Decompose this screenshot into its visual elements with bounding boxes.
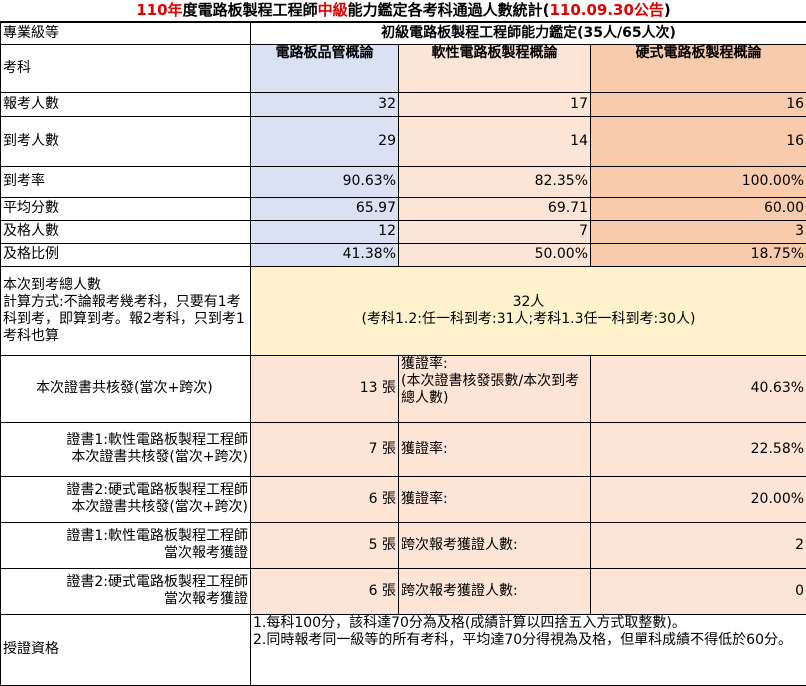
title-level: 中級 (318, 1, 348, 19)
certificate-metric-value: 22.58% (591, 422, 806, 476)
certificate-count: 6 張 (251, 568, 399, 614)
qualification-line: 2.同時報考同一級等的所有考科，平均達70分得視為及格，但單科成績不得低於60分… (253, 632, 804, 649)
row-value: 100.00% (591, 166, 806, 197)
row-label: 到考人數 (1, 116, 251, 166)
row-value: 18.75% (591, 243, 806, 266)
subject-label: 考科 (1, 44, 251, 92)
certificate-metric: 獲證率: (399, 476, 591, 522)
certificate-metric-value: 20.00% (591, 476, 806, 522)
title-part: ) (664, 1, 671, 19)
qualification-line: 1.每科100分，該科達70分為及格(成績計算以四捨五入方式取整數)。 (253, 615, 804, 632)
row-label: 及格人數 (1, 220, 251, 243)
certificate-metric: 跨次報考獲證人數: (399, 568, 591, 614)
row-label: 及格比例 (1, 243, 251, 266)
total-value: 32人 (253, 294, 804, 311)
certificate-metric-value: 2 (591, 522, 806, 568)
certificate-metric-value: 0 (591, 568, 806, 614)
total-note: (考科1.2:任一科到考:31人;考科1.3任一科到考:30人) (253, 311, 804, 328)
row-value: 17 (399, 92, 591, 116)
certificate-label: 證書2:硬式電路板製程工程師 當次報考獲證 (1, 568, 251, 614)
title-part: 度電路板製程工程師 (183, 1, 318, 19)
certificate-label: 證書1:軟性電路板製程工程師 本次證書共核發(當次+跨次) (1, 422, 251, 476)
row-value: 16 (591, 92, 806, 116)
row-value: 29 (251, 116, 399, 166)
certificate-count: 6 張 (251, 476, 399, 522)
title-year: 110年 (136, 1, 182, 19)
row-label: 報考人數 (1, 92, 251, 116)
row-value: 41.38% (251, 243, 399, 266)
total-cell: 32人(考科1.2:任一科到考:31人;考科1.3任一科到考:30人) (251, 266, 806, 355)
level-label: 專業級等 (1, 22, 251, 44)
row-value: 3 (591, 220, 806, 243)
row-value: 16 (591, 116, 806, 166)
row-value: 65.97 (251, 197, 399, 220)
table-title: 110年度電路板製程工程師中級能力鑑定各考科通過人數統計(110.09.30公告… (1, 0, 806, 22)
row-value: 82.35% (399, 166, 591, 197)
qualification-text: 1.每科100分，該科達70分為及格(成績計算以四捨五入方式取整數)。2.同時報… (251, 614, 806, 685)
certificate-count: 7 張 (251, 422, 399, 476)
certificate-metric: 獲證率: (本次證書核發張數/本次到考總人數) (399, 355, 591, 422)
row-value: 69.71 (399, 197, 591, 220)
subject-header: 電路板品管概論 (251, 44, 399, 92)
row-label: 到考率 (1, 166, 251, 197)
certificate-metric: 跨次報考獲證人數: (399, 522, 591, 568)
total-label: 本次到考總人數 計算方式:不論報考幾考科，只要有1考科到考，即算到考。報2考科，… (1, 266, 251, 355)
row-value: 50.00% (399, 243, 591, 266)
row-value: 14 (399, 116, 591, 166)
row-value: 32 (251, 92, 399, 116)
certificate-row: 證書2:硬式電路板製程工程師 本次證書共核發(當次+跨次) 6 張 獲證率: 2… (1, 476, 806, 522)
row-value: 7 (399, 220, 591, 243)
title-date: 110.09.30公告 (549, 1, 663, 19)
title-part: 能力鑑定各考科通過人數統計( (348, 1, 550, 19)
certificate-row: 證書2:硬式電路板製程工程師 當次報考獲證 6 張 跨次報考獲證人數: 0 (1, 568, 806, 614)
certificate-label: 證書2:硬式電路板製程工程師 本次證書共核發(當次+跨次) (1, 476, 251, 522)
certificate-label: 本次證書共核發(當次+跨次) (1, 355, 251, 422)
certificate-count: 5 張 (251, 522, 399, 568)
certificate-metric: 獲證率: (399, 422, 591, 476)
certificate-row: 證書1:軟性電路板製程工程師 本次證書共核發(當次+跨次) 7 張 獲證率: 2… (1, 422, 806, 476)
row-value: 12 (251, 220, 399, 243)
certificate-metric-value: 40.63% (591, 355, 806, 422)
row-label: 平均分數 (1, 197, 251, 220)
certificate-count: 13 張 (251, 355, 399, 422)
row-value: 90.63% (251, 166, 399, 197)
certificate-row: 證書1:軟性電路板製程工程師 當次報考獲證 5 張 跨次報考獲證人數: 2 (1, 522, 806, 568)
certificate-label: 證書1:軟性電路板製程工程師 當次報考獲證 (1, 522, 251, 568)
subject-header: 軟性電路板製程概論 (399, 44, 591, 92)
level-value: 初級電路板製程工程師能力鑑定(35人/65人次) (251, 22, 806, 44)
subject-header: 硬式電路板製程概論 (591, 44, 806, 92)
qualification-label: 授證資格 (1, 614, 251, 685)
certificate-row: 本次證書共核發(當次+跨次) 13 張 獲證率: (本次證書核發張數/本次到考總… (1, 355, 806, 422)
row-value: 60.00 (591, 197, 806, 220)
